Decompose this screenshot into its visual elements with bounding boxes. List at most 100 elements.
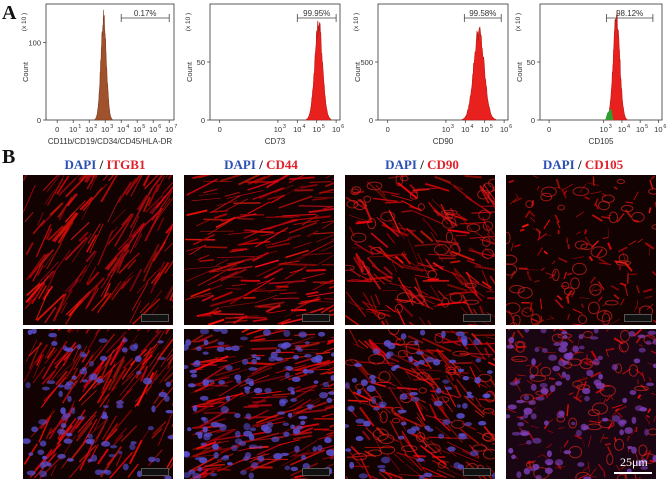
dapi-nucleus	[355, 418, 365, 424]
embedded-scale-bar	[141, 314, 169, 322]
actin-fiber	[441, 391, 460, 399]
actin-fiber	[630, 429, 637, 436]
actin-fiber	[349, 269, 369, 280]
dapi-nucleus	[287, 412, 293, 418]
actin-fiber	[582, 466, 590, 472]
actin-fiber	[139, 302, 150, 314]
dapi-nucleus	[631, 446, 637, 454]
actin-fiber	[474, 410, 485, 418]
x-tick-label: 0	[547, 125, 551, 134]
x-tick-exponent: 3	[283, 124, 286, 130]
actin-fiber	[651, 392, 656, 396]
actin-fiber	[191, 197, 221, 202]
actin-fiber	[453, 269, 465, 286]
x-tick-exponent: 7	[174, 124, 177, 130]
dapi-nucleus	[435, 387, 442, 394]
actin-fiber	[509, 197, 519, 205]
dapi-nucleus	[506, 344, 515, 349]
x-tick-label: 10	[618, 125, 626, 134]
dapi-nucleus	[313, 380, 319, 384]
actin-fiber	[38, 285, 47, 300]
actin-fiber	[528, 209, 536, 217]
dapi-nucleus	[462, 375, 470, 381]
x-tick-label: 10	[442, 125, 450, 134]
micrograph-image	[506, 329, 656, 479]
dapi-nucleus	[559, 341, 569, 348]
embedded-scale-bar	[463, 468, 491, 476]
actin-fiber	[169, 291, 173, 301]
actin-fiber	[565, 289, 573, 299]
actin-fiber	[605, 348, 609, 358]
cell-outline	[445, 231, 454, 243]
actin-fiber	[606, 396, 611, 402]
actin-fiber	[471, 360, 482, 373]
actin-fiber	[529, 216, 536, 223]
actin-fiber	[325, 405, 334, 407]
actin-fiber	[649, 179, 654, 190]
actin-fiber	[241, 250, 278, 261]
y-multiplier: (x 10 )	[185, 13, 192, 31]
cell-outline	[417, 203, 425, 211]
title-cd105: DAPI / CD105	[498, 157, 668, 173]
dapi-nucleus	[628, 331, 636, 337]
actin-fiber	[420, 230, 434, 242]
actin-fiber	[85, 250, 97, 263]
dapi-nucleus	[442, 379, 450, 384]
actin-fiber	[212, 266, 241, 273]
dapi-nucleus	[529, 374, 535, 379]
actin-fiber	[556, 294, 563, 301]
cell-outline	[481, 236, 491, 247]
actin-fiber	[25, 242, 34, 256]
actin-fiber	[604, 442, 611, 446]
actin-fiber	[69, 439, 87, 462]
actin-fiber	[57, 196, 73, 218]
dapi-nucleus	[248, 381, 255, 387]
dapi-nucleus	[540, 387, 549, 395]
cell-outline	[604, 300, 619, 306]
actin-fiber	[287, 234, 301, 240]
actin-fiber	[78, 250, 98, 283]
actin-fiber	[50, 464, 57, 476]
actin-fiber	[637, 396, 642, 400]
x-tick-label: 10	[274, 125, 282, 134]
marker-label: ITGB1	[106, 157, 146, 172]
dapi-nucleus	[184, 364, 189, 370]
dapi-nucleus	[575, 429, 582, 437]
cell-outline	[613, 438, 625, 451]
actin-fiber	[237, 238, 259, 246]
actin-fiber	[359, 364, 369, 376]
x-tick-label: 10	[69, 125, 77, 134]
dapi-nucleus	[322, 381, 330, 388]
actin-fiber	[211, 291, 233, 302]
actin-fiber	[186, 178, 218, 196]
actin-fiber	[23, 184, 36, 213]
actin-fiber	[320, 371, 334, 375]
dapi-nucleus	[257, 445, 263, 449]
actin-fiber	[512, 197, 523, 203]
dapi-nucleus	[184, 472, 191, 479]
scale-bar-label: 25μm	[620, 455, 648, 469]
actin-fiber	[491, 412, 495, 416]
actin-fiber	[391, 194, 413, 202]
actin-fiber	[58, 206, 67, 221]
cell-outline	[590, 246, 608, 258]
cell-outline	[521, 307, 534, 317]
cell-outline	[409, 191, 419, 200]
dapi-nucleus	[109, 444, 118, 449]
dapi-nucleus	[197, 432, 203, 439]
dapi-nucleus	[531, 358, 536, 366]
actin-fiber	[355, 254, 365, 273]
actin-fiber	[468, 323, 478, 325]
actin-fiber	[77, 277, 105, 306]
actin-fiber	[650, 350, 656, 355]
dapi-nucleus	[89, 438, 95, 446]
actin-fiber	[292, 296, 320, 311]
x-tick-exponent: 6	[341, 124, 344, 130]
y-tick-label: 100	[28, 39, 41, 48]
actin-fiber	[288, 221, 318, 234]
actin-fiber	[114, 427, 128, 442]
y-axis-title: Count	[515, 61, 524, 82]
actin-fiber	[487, 361, 495, 367]
actin-fiber	[322, 455, 334, 460]
actin-fiber	[254, 259, 279, 268]
